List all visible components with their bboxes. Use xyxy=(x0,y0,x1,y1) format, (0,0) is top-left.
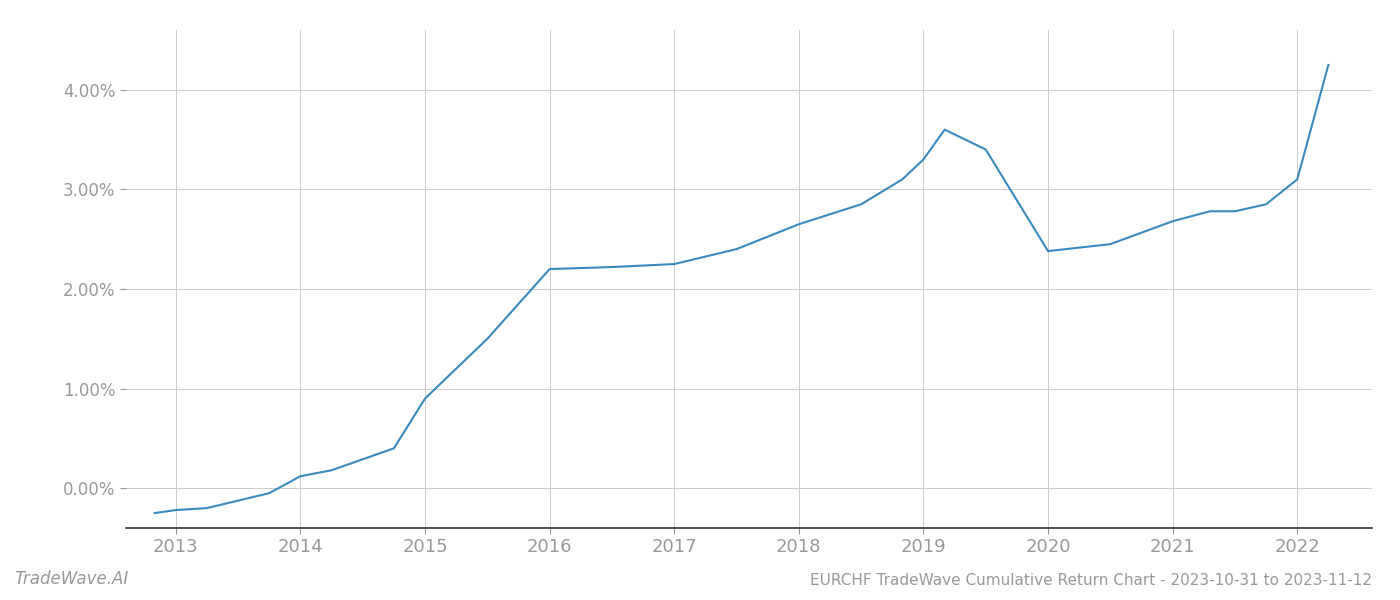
Text: TradeWave.AI: TradeWave.AI xyxy=(14,570,129,588)
Text: EURCHF TradeWave Cumulative Return Chart - 2023-10-31 to 2023-11-12: EURCHF TradeWave Cumulative Return Chart… xyxy=(811,573,1372,588)
